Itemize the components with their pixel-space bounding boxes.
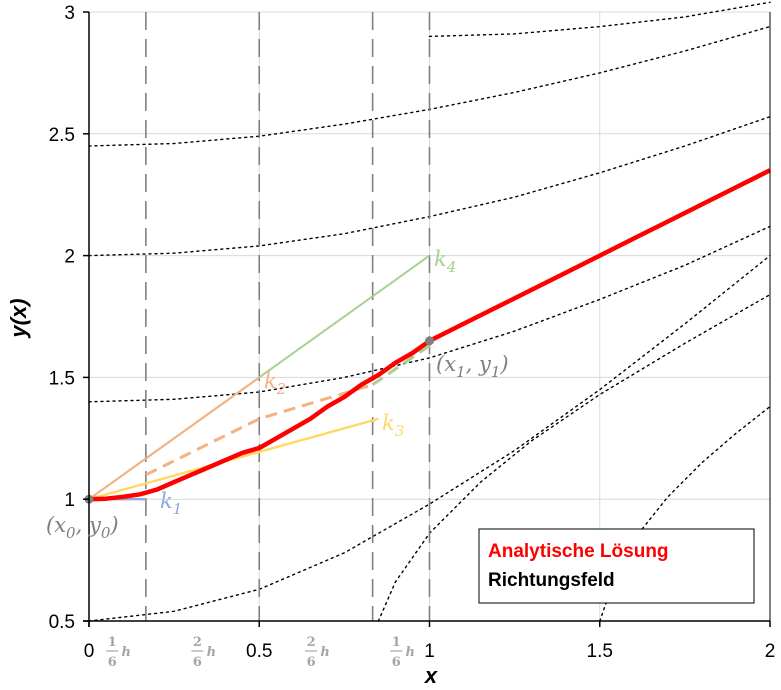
h-fraction-h: h: [406, 645, 415, 660]
point-label-1: (x1, y1): [436, 352, 509, 381]
y-tick-label: 1: [64, 490, 75, 511]
legend: Analytische Lösung Richtungsfeld: [478, 528, 755, 604]
y-tick-label: 2: [64, 247, 75, 268]
x-tick-label: 0.5: [246, 641, 272, 662]
h-fraction-denominator: 6: [392, 655, 401, 670]
legend-box: [478, 528, 755, 604]
x-tick-label: 1.5: [587, 641, 613, 662]
direction-field-curve: [88, 225, 771, 403]
h-fraction-denominator: 6: [307, 655, 316, 670]
slope-label-k3: k3: [382, 411, 404, 440]
slope-k3-line: [88, 417, 379, 501]
h-fraction-label: 1 6h: [390, 635, 415, 670]
y-axis-title: y(x): [6, 298, 31, 338]
h-fraction-label: 2 6h: [191, 635, 216, 670]
labels: 0.511.522.530 0.5 1 1.5 216h26h26h16hk1k2k3k…: [46, 3, 775, 670]
slope-k2-dashed: [145, 383, 374, 477]
legend-entry-field: Richtungsfeld: [488, 570, 615, 591]
y-tick-label: 1.5: [49, 368, 75, 389]
direction-field-curve: [599, 405, 771, 622]
h-fraction-h: h: [122, 645, 131, 660]
direction-field-curve: [88, 254, 771, 622]
direction-field-curve: [428, 1, 771, 38]
slope-label-k1: k1: [160, 489, 182, 518]
slope-k4-dashed: [371, 344, 431, 386]
h-fraction-numerator: 1: [392, 635, 401, 650]
h-fraction-label: 1 6h: [106, 635, 131, 670]
h-fraction-label: 2 6h: [305, 635, 330, 670]
point-label-0: (x0, y0): [46, 513, 119, 542]
x-tick-label: 2: [765, 641, 776, 662]
h-fraction-numerator: 2: [307, 635, 316, 650]
h-fraction-denominator: 6: [108, 655, 117, 670]
step-point-1: [425, 336, 434, 346]
y-tick-label: 3: [64, 3, 75, 24]
slope-label-k2: k2: [264, 369, 286, 398]
y-tick-label: 0.5: [49, 612, 75, 633]
stage-dividers: [145, 12, 431, 621]
slope-k2-line: [88, 376, 260, 501]
x-tick-label: 1: [424, 641, 435, 662]
analytic-solution: [88, 168, 772, 502]
h-fraction-denominator: 6: [193, 655, 202, 670]
h-fraction-numerator: 2: [193, 635, 202, 650]
x-tick-label: 0: [84, 641, 95, 662]
analytic-solution-line: [88, 168, 772, 502]
axes: [83, 11, 771, 627]
legend-entry-analytic: Analytische Lösung: [488, 541, 669, 562]
x-axis-title: x: [424, 663, 438, 688]
h-fraction-h: h: [207, 645, 216, 660]
y-tick-label: 2.5: [49, 125, 75, 146]
h-fraction-h: h: [320, 645, 329, 660]
slope-label-k4: k4: [434, 247, 456, 276]
h-fraction-numerator: 1: [108, 635, 117, 650]
